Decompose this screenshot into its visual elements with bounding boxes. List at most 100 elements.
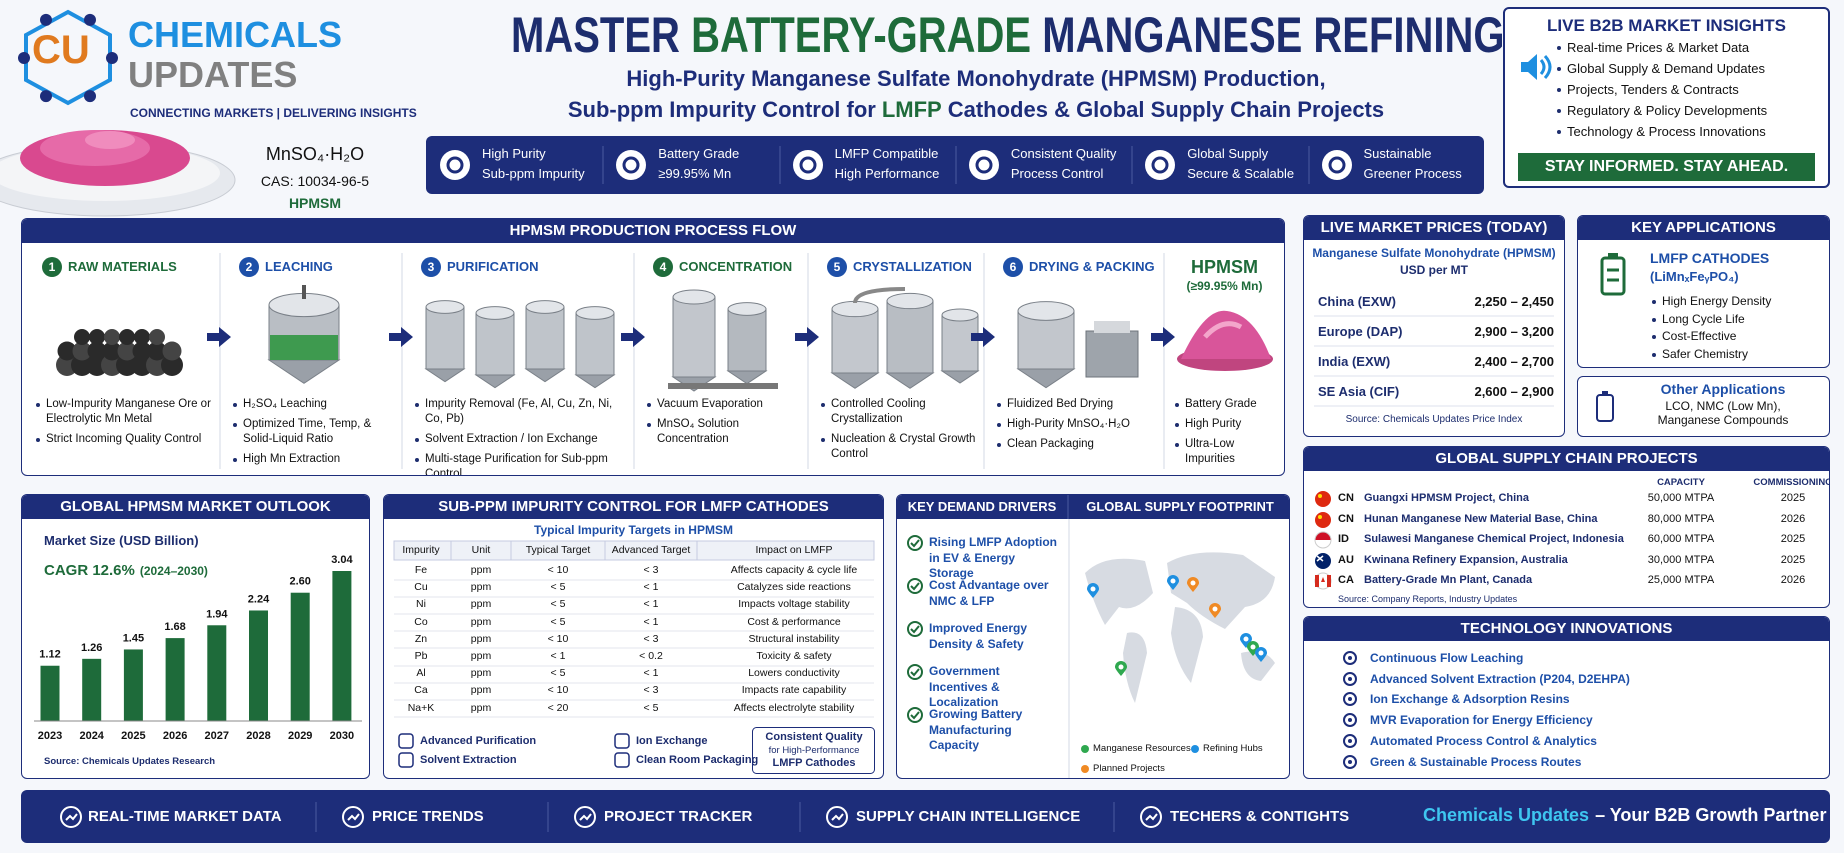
flag	[1314, 531, 1332, 549]
insights-banner: STAY INFORMED. STAY AHEAD.	[1518, 153, 1815, 181]
step-badge	[42, 257, 62, 277]
table-cell: Ca	[414, 684, 428, 697]
graphic	[1348, 759, 1352, 764]
table-cell: < 1	[643, 581, 659, 594]
footer-item: SUPPLY CHAIN INTELLIGENCE	[856, 808, 1081, 825]
legend-label: Manganese Resources	[1093, 743, 1191, 754]
graphic	[1348, 738, 1352, 743]
divider	[779, 146, 781, 184]
bullet-item: Regulatory & Policy Developments	[1557, 103, 1817, 120]
row-rule	[394, 716, 874, 718]
graphic	[886, 300, 934, 374]
table-cell: < 10	[547, 684, 569, 697]
bullet-item: High Mn Extraction	[233, 452, 395, 467]
graphic	[342, 806, 364, 828]
subtitle-part: Sub-ppm Impurity Control for	[567, 97, 876, 122]
project-year: 2026	[1780, 512, 1806, 525]
step-badge	[421, 257, 441, 277]
graphic	[134, 329, 150, 345]
graphic	[85, 131, 135, 149]
project-name: Kwinana Refinery Expansion, Australia	[1364, 553, 1568, 566]
impurity-feature: Ion Exchange	[636, 735, 708, 747]
graphic	[72, 341, 92, 361]
table-cell: < 5	[550, 581, 566, 594]
feature-icon	[1145, 150, 1176, 180]
feature-label: High Purity	[482, 146, 546, 161]
graphic	[425, 306, 465, 370]
graphic	[1241, 651, 1275, 681]
graphic	[1608, 253, 1618, 258]
graphic	[668, 383, 778, 389]
bullet-item: Projects, Tenders & Contracts	[1557, 82, 1817, 99]
panel-title: LIVE MARKET PRICES (TODAY)	[1304, 216, 1564, 240]
graphic	[525, 306, 565, 370]
graphic	[1315, 511, 1331, 528]
step-name: PURIFICATION	[447, 259, 539, 274]
graphic	[162, 341, 182, 361]
divider	[602, 146, 604, 184]
panel-header	[897, 495, 1289, 519]
result-purity: (≥99.95% Mn)	[1186, 279, 1263, 293]
graphic	[907, 664, 923, 680]
chart-panel: GLOBAL HPMSM MARKET OUTLOOK Market Size (…	[21, 494, 370, 779]
subtitle-part: LMFP	[881, 97, 942, 122]
bullet-item: Ultra-Low Impurities	[1175, 437, 1282, 467]
row-rule	[394, 613, 874, 615]
graphic	[393, 540, 875, 561]
feature-icon	[1321, 150, 1352, 180]
graphic	[40, 13, 52, 26]
project-capacity: 25,000 MTPA	[1647, 574, 1715, 586]
feature-icon	[398, 752, 414, 768]
graphic	[40, 90, 52, 103]
table-cell: ppm	[470, 581, 492, 594]
bullet-item: Real-time Prices & Market Data	[1557, 40, 1817, 57]
prices-panel: LIVE MARKET PRICES (TODAY) Manganese Sulf…	[1303, 215, 1565, 437]
graphic	[1145, 813, 1158, 821]
project-name: Sulawesi Manganese Chemical Project, Ind…	[1364, 533, 1624, 545]
row-rule	[394, 579, 874, 580]
tech-item: Automated Process Control & Analytics	[1370, 733, 1597, 748]
data-label: 1.94	[206, 608, 228, 620]
divider	[955, 146, 957, 184]
x-tick-label: 2029	[288, 730, 312, 742]
table-cell: < 5	[550, 598, 566, 611]
driver-item: Government Incentives & Localization	[929, 664, 1000, 710]
table-caption: Typical Impurity Targets in HPMSM	[534, 523, 733, 537]
bullet-item: Vacuum Evaporation	[647, 397, 801, 412]
graphic	[1094, 321, 1130, 333]
tech-icon	[1343, 713, 1357, 728]
graphic	[1321, 577, 1325, 582]
divider	[219, 253, 221, 469]
price-source: Source: Chemicals Updates Price Index	[1345, 414, 1523, 425]
chart-source: Source: Chemicals Updates Research	[44, 756, 216, 767]
graphic	[104, 329, 120, 345]
table-cell: Al	[416, 667, 426, 680]
graphic	[475, 312, 515, 376]
application-name: LMFP CATHODES	[1650, 250, 1770, 266]
map-pin	[1167, 575, 1179, 590]
row-rule	[394, 647, 874, 649]
graphic	[398, 733, 414, 749]
table-cell: < 1	[643, 598, 659, 611]
graphic	[1343, 692, 1357, 707]
graphic	[424, 368, 466, 383]
annotation: CAGR 12.6% (2024–2030)	[44, 562, 208, 579]
table-cell: Toxicity & safety	[756, 650, 832, 662]
graphic	[1521, 54, 1537, 80]
divider	[1068, 519, 1070, 778]
graphic	[1343, 713, 1357, 728]
graphic	[621, 327, 645, 347]
project-year: 2025	[1780, 492, 1806, 504]
row-rule	[394, 630, 874, 632]
graphic	[575, 312, 615, 376]
tech-icon	[1343, 651, 1357, 665]
bullet-item: Low-Impurity Manganese Ore or Electrolyt…	[36, 397, 213, 427]
bullet-item: High-Purity MnSO₄·H₂O	[997, 417, 1157, 432]
step-number: 5	[833, 260, 841, 274]
feature-strip: High Purity Sub-ppm Impurity Battery Grade…	[426, 136, 1484, 194]
table-cell: < 1	[643, 615, 659, 628]
graphic	[795, 327, 819, 347]
footer-icon	[60, 806, 82, 828]
graphic	[1003, 257, 1023, 277]
panel-title: SUB-PPM IMPURITY CONTROL FOR LMFP CATHOD…	[384, 495, 883, 519]
